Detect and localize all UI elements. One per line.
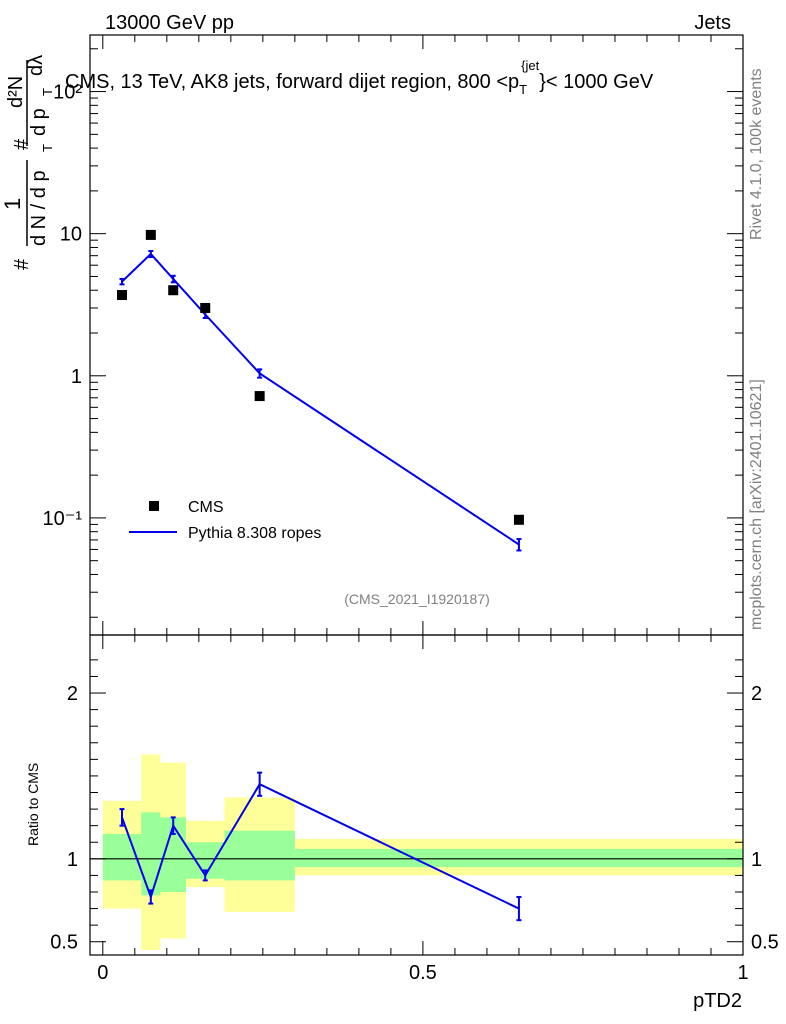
ylabel-dlambda: dλ	[25, 55, 47, 76]
cms-data-point	[117, 290, 128, 301]
ratio-y-tick-label-right-2: 2	[751, 683, 762, 705]
ylabel-den-sub: T	[40, 144, 55, 152]
ylabel-hash-1: #	[11, 258, 33, 270]
main-y-tick-label-0: 10⁻¹	[43, 508, 83, 530]
ratio-y-tick-label-left-2: 2	[67, 683, 78, 705]
main-plot-frame	[89, 34, 744, 636]
legend-cms-marker	[149, 501, 159, 511]
cms-data-point	[254, 391, 265, 402]
legend-cms-label: CMS	[188, 499, 224, 516]
x-tick-label-0: 0	[97, 962, 108, 984]
ratio-y-axis-label: Ratio to CMS	[25, 763, 41, 846]
analysis-watermark: (CMS_2021_I1920187)	[344, 591, 490, 607]
mcplots-url-label: mcplots.cern.ch [arXiv:2401.10621]	[748, 379, 765, 630]
ylabel-denominator: d N / d p	[28, 170, 50, 246]
ylabel-hash-2: #	[11, 138, 33, 150]
main-y-axis-label: # 1 d N / d p T # d²N d p T dλ	[0, 55, 55, 270]
cms-data-point	[168, 285, 179, 296]
ratio-band-inner-0	[102, 833, 142, 881]
ylabel-dpt-sub: T	[40, 88, 55, 96]
ratio-band-inner-5	[294, 848, 743, 868]
cms-data-point	[145, 229, 156, 240]
x-tick-label-2: 1	[737, 962, 748, 984]
main-plot-title: CMS, 13 TeV, AK8 jets, forward dijet reg…	[65, 58, 654, 97]
cms-data-point	[513, 514, 524, 525]
main-y-tick-label-3: 10²	[53, 82, 82, 104]
ratio-plot-panel: 0 0.5 10.5 0.51 12 2	[50, 634, 779, 984]
main-y-tick-label-1: 1	[71, 366, 82, 388]
main-y-tick-label-2: 10	[60, 224, 82, 246]
ylabel-d2n: d²N	[5, 76, 27, 108]
title-tail: }< 1000 GeV	[539, 71, 654, 93]
pythia-line	[121, 252, 520, 546]
ratio-pythia-line	[121, 782, 520, 910]
x-tick-label-1: 0.5	[409, 962, 437, 984]
title-main: CMS, 13 TeV, AK8 jets, forward dijet reg…	[65, 71, 519, 93]
title-sup: {jet	[521, 58, 539, 73]
ratio-plot-frame	[89, 634, 744, 956]
ratio-y-tick-label-left-1: 1	[67, 849, 78, 871]
ratio-y-tick-label-left-0: 0.5	[50, 932, 78, 954]
ratio-band-inner-4	[224, 830, 295, 881]
title-sub: T	[519, 82, 527, 97]
ratio-y-tick-label-right-1: 1	[751, 849, 762, 871]
ratio-y-tick-label-right-0: 0.5	[751, 932, 779, 954]
header-jets-label: Jets	[694, 12, 731, 34]
legend: CMS Pythia 8.308 ropes	[129, 499, 321, 542]
ylabel-one: 1	[0, 198, 25, 210]
cms-data-point	[200, 302, 211, 313]
ylabel-dpt: d p	[28, 108, 50, 136]
main-plot-panel: 10⁻¹ 1 10 10²	[43, 34, 744, 636]
legend-pythia-label: Pythia 8.308 ropes	[188, 525, 321, 542]
rivet-version-label: Rivet 4.1.0, 100k events	[748, 68, 765, 240]
ratio-band-inner-1	[141, 812, 161, 896]
header-process-label: 13000 GeV pp	[105, 12, 234, 34]
x-axis-label: pTD2	[693, 990, 742, 1012]
